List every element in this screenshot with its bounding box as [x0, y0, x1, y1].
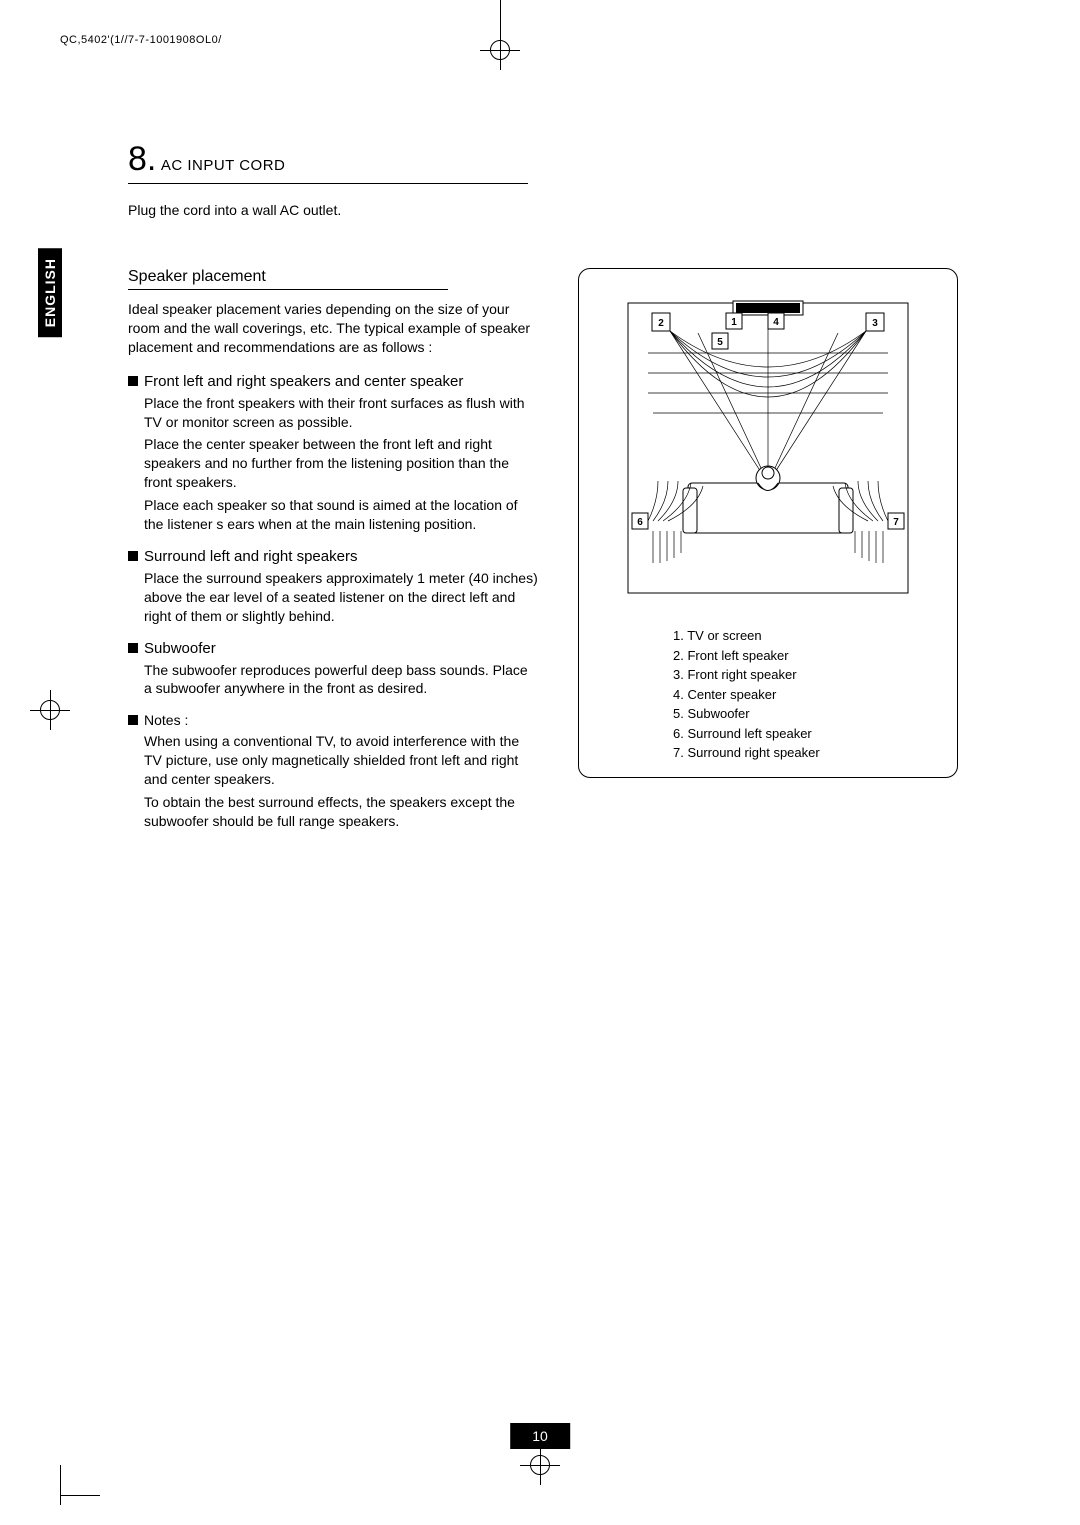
square-icon — [128, 715, 138, 725]
section-label: AC INPUT CORD — [161, 157, 286, 174]
language-tab: ENGLISH — [38, 248, 62, 337]
diag-label-3: 3 — [872, 318, 878, 329]
legend-7: 7. Surround right speaker — [673, 743, 943, 763]
header-code: QC,5402'(1//7-7-1001908OL0/ — [60, 34, 222, 46]
section-number: 8. — [128, 140, 156, 178]
page-content: 8. AC INPUT CORD Plug the cord into a wa… — [128, 140, 998, 845]
diag-label-1: 1 — [731, 317, 737, 328]
page-number: 10 — [510, 1423, 570, 1449]
diagram-legend: 1. TV or screen 2. Front left speaker 3.… — [673, 626, 943, 763]
crop-mark-top — [0, 50, 1080, 80]
diag-label-2: 2 — [658, 318, 664, 329]
right-column: 2 3 1 4 5 — [578, 268, 968, 845]
legend-4: 4. Center speaker — [673, 685, 943, 705]
legend-3: 3. Front right speaker — [673, 665, 943, 685]
section-title: 8. AC INPUT CORD — [128, 140, 528, 184]
front-p1: Place the front speakers with their fron… — [144, 394, 538, 432]
surround-heading: Surround left and right speakers — [128, 548, 538, 565]
square-icon — [128, 643, 138, 653]
diag-label-5: 5 — [717, 337, 723, 348]
legend-1: 1. TV or screen — [673, 626, 943, 646]
surround-p1: Place the surround speakers approximatel… — [144, 569, 538, 626]
front-p2: Place the center speaker between the fro… — [144, 435, 538, 492]
room-diagram-svg: 2 3 1 4 5 — [593, 283, 943, 613]
notes-p2: To obtain the best surround effects, the… — [144, 793, 538, 831]
notes-p1: When using a conventional TV, to avoid i… — [144, 732, 538, 789]
diag-label-6: 6 — [637, 517, 643, 528]
crop-mark-bottom — [0, 1455, 1080, 1495]
left-column: Speaker placement Ideal speaker placemen… — [128, 268, 538, 845]
speaker-diagram: 2 3 1 4 5 — [578, 268, 958, 778]
subwoofer-heading: Subwoofer — [128, 640, 538, 657]
legend-5: 5. Subwoofer — [673, 704, 943, 724]
diag-label-4: 4 — [773, 317, 779, 328]
front-heading: Front left and right speakers and center… — [128, 373, 538, 390]
front-p3: Place each speaker so that sound is aime… — [144, 496, 538, 534]
legend-2: 2. Front left speaker — [673, 646, 943, 666]
speaker-placement-intro: Ideal speaker placement varies depending… — [128, 300, 538, 357]
square-icon — [128, 376, 138, 386]
diag-label-7: 7 — [893, 517, 899, 528]
intro-text: Plug the cord into a wall AC outlet. — [128, 202, 998, 218]
square-icon — [128, 551, 138, 561]
speaker-placement-title: Speaker placement — [128, 268, 448, 290]
subwoofer-p1: The subwoofer reproduces powerful deep b… — [144, 661, 538, 699]
legend-6: 6. Surround left speaker — [673, 724, 943, 744]
notes-heading: Notes : — [128, 712, 538, 728]
